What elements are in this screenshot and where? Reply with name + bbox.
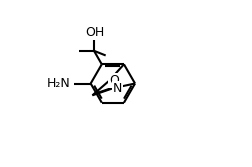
Text: OH: OH	[85, 26, 104, 39]
Text: H₂N: H₂N	[46, 77, 70, 90]
Text: N: N	[113, 82, 122, 95]
Text: O: O	[109, 74, 119, 87]
